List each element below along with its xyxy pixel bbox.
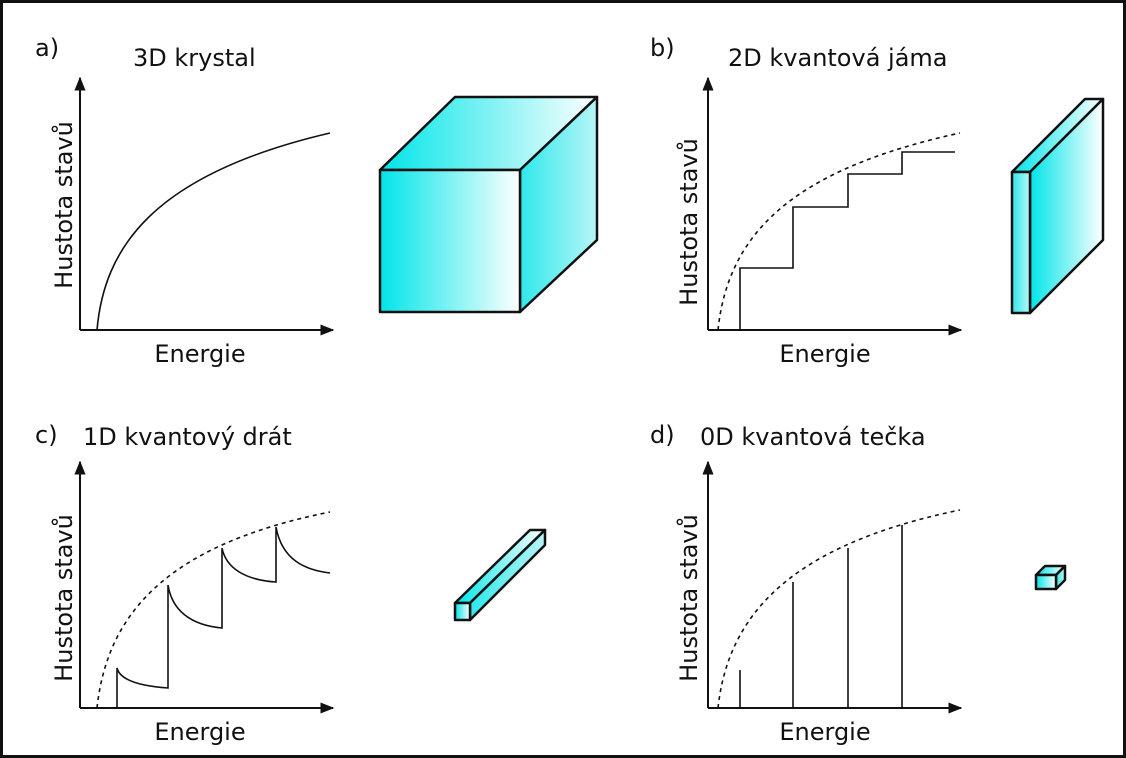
panel-title: 1D kvantový drát [83, 423, 292, 451]
dos-steps [739, 151, 955, 330]
x-axis-label: Energie [779, 340, 870, 368]
dos-3d-curve [717, 132, 961, 331]
cube [378, 95, 599, 314]
y-axis-label: Hustota stavů [50, 121, 78, 289]
panel-label: a) [35, 34, 59, 62]
panel-label: d) [650, 421, 675, 449]
y-axis-label: Hustota stavů [50, 514, 78, 682]
x-axis-label: Energie [779, 718, 870, 746]
dot [1034, 564, 1067, 591]
y-axis-label: Hustota stavů [675, 514, 703, 682]
slab [1010, 97, 1105, 315]
panel-title: 3D krystal [133, 44, 256, 72]
panel-title: 0D kvantová tečka [700, 423, 926, 451]
dos-3d-curve [96, 511, 331, 709]
dos-3d-curve [717, 509, 961, 709]
panel-c: c) 1D kvantový drát Hustota stavů Energi… [35, 421, 547, 746]
panel-title: 2D kvantová jáma [728, 44, 948, 72]
panel-d: d) 0D kvantová tečka Hustota stavů Energ… [650, 421, 1067, 746]
wire [453, 528, 547, 622]
x-axis-label: Energie [154, 340, 245, 368]
panel-label: b) [650, 34, 675, 62]
panel-label: c) [35, 421, 58, 449]
x-axis-label: Energie [154, 718, 245, 746]
dos-peaks [116, 526, 331, 708]
dos-deltas [739, 525, 903, 708]
panel-a: a) 3D krystal Hustota stavů Energie [35, 34, 599, 368]
y-axis-label: Hustota stavů [675, 138, 703, 306]
dos-curve [96, 132, 331, 331]
panel-b: b) 2D kvantová jáma Hustota stavů Energi… [650, 34, 1105, 368]
